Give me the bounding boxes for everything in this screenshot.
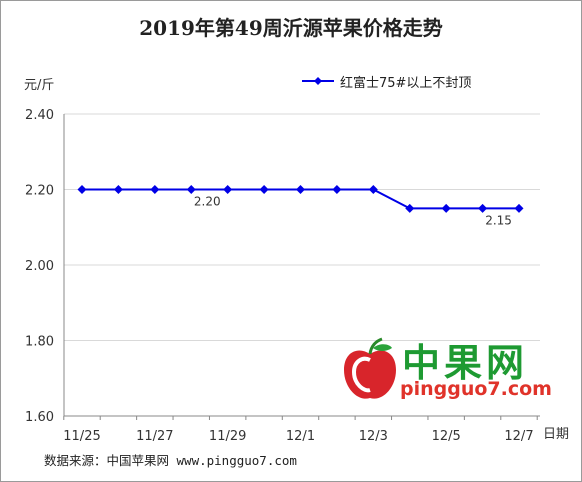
data-point: [113, 185, 123, 194]
y-axis-unit: 元/斤: [24, 78, 55, 93]
legend-label: 红富士75#以上不封顶: [340, 75, 472, 91]
x-tick-label: 11/29: [209, 429, 246, 444]
legend: 红富士75#以上不封顶: [302, 71, 471, 91]
data-point: [405, 203, 415, 213]
x-tick-label: 11/27: [136, 429, 173, 444]
data-point: [296, 185, 305, 194]
legend-swatch: [302, 77, 334, 85]
x-tick-label: 12/3: [359, 429, 388, 444]
x-axis-label: 日期: [543, 427, 569, 442]
source-note: 数据来源：中国苹果网 www.pingguo7.com: [44, 453, 297, 468]
x-tick-label: 11/25: [63, 429, 100, 444]
data-label: 2.20: [194, 195, 221, 209]
data-point: [332, 185, 342, 194]
data-point: [478, 203, 488, 213]
y-tick-label: 1.60: [25, 410, 54, 425]
data-point: [368, 185, 378, 194]
y-tick-label: 2.20: [25, 184, 54, 199]
x-tick-label: 12/7: [504, 429, 533, 444]
data-point: [186, 185, 196, 194]
x-tick-label: 12/1: [286, 429, 315, 444]
y-tick-label: 1.80: [25, 335, 54, 350]
data-point: [150, 185, 160, 194]
data-point: [514, 203, 524, 213]
y-tick-label: 2.00: [25, 259, 54, 274]
data-point: [259, 185, 269, 194]
data-point: [441, 203, 451, 213]
y-tick-label: 2.40: [25, 108, 54, 123]
chart-title: 2019年第49周沂源苹果价格走势: [139, 16, 443, 40]
watermark-cn: 中果网: [402, 341, 529, 385]
apple-logo-icon: [344, 337, 396, 399]
watermark-logo: 中果网 pingguo7.com: [340, 336, 560, 410]
data-point: [77, 185, 87, 194]
data-point: [223, 185, 233, 194]
data-label: 2.15: [485, 213, 512, 227]
x-tick-label: 12/5: [432, 429, 461, 444]
watermark-en: pingguo7.com: [400, 378, 552, 400]
